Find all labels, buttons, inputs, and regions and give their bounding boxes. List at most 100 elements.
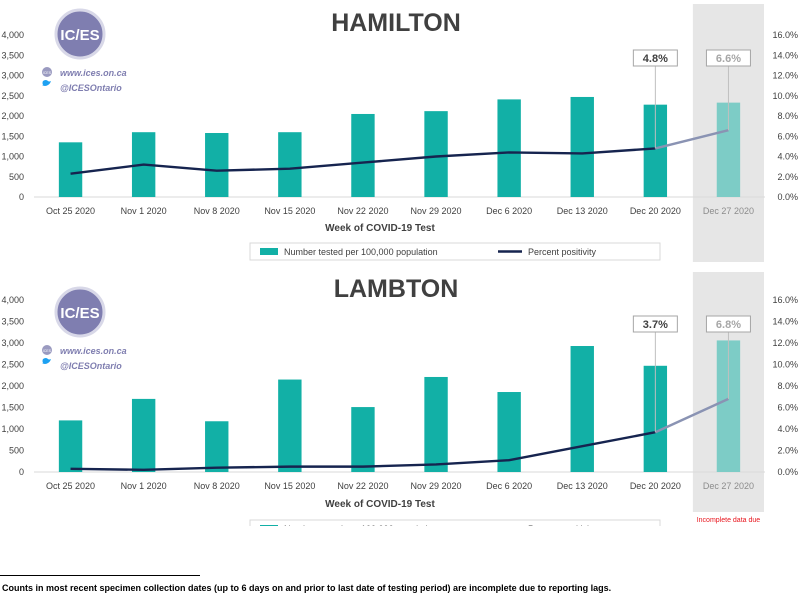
- callout-box: [632, 49, 678, 67]
- x-tick-label: Nov 15 2020: [264, 206, 315, 216]
- ices-badge-text: ICES: [43, 71, 52, 75]
- legend-swatch-bar: [260, 525, 278, 532]
- bar: [205, 421, 229, 472]
- website-link: www.ices.on.ca: [60, 346, 127, 356]
- y-right-tick-label: 12.0%: [772, 71, 798, 81]
- twitter-handle: @ICESOntario: [60, 361, 122, 371]
- x-tick-label: Oct 25 2020: [46, 481, 95, 491]
- y-left-tick-label: 1,000: [1, 152, 24, 162]
- bar: [351, 407, 375, 472]
- x-tick-label: Dec 27 2020: [703, 206, 754, 216]
- y-left-tick-label: 1,500: [1, 403, 24, 413]
- x-tick-label: Oct 25 2020: [46, 206, 95, 216]
- callout-label: 6.6%: [716, 53, 741, 65]
- y-left-tick-label: 500: [9, 446, 24, 456]
- website-link: www.ices.on.ca: [60, 68, 127, 78]
- ices-logo-icon: [54, 286, 106, 338]
- x-tick-label: Nov 22 2020: [337, 481, 388, 491]
- percent-positivity-line-incomplete: [654, 397, 729, 434]
- callout-label: 6.8%: [716, 319, 741, 331]
- callout-box: [705, 315, 751, 333]
- x-tick-label: Dec 6 2020: [486, 481, 532, 491]
- lambton-chart-panel: LAMBTON 0 500 1,000 1,500 2,000 2,500 3,000 3,50…: [0, 268, 800, 538]
- bar: [205, 133, 229, 197]
- bar: [351, 113, 375, 197]
- hamilton-chart-panel: HAMILTON 0 500 1,000 1,500 2,000 2,500 3,000 3,5…: [0, 0, 800, 266]
- bar: [643, 104, 668, 197]
- bar: [278, 132, 302, 197]
- callout-box: [705, 49, 751, 67]
- bar: [497, 392, 521, 472]
- x-tick-label: Dec 13 2020: [557, 481, 608, 491]
- y-left-tick-label: 0: [19, 192, 24, 202]
- y-right-tick-label: 8.0%: [777, 381, 798, 391]
- x-tick-label: Nov 15 2020: [264, 481, 315, 491]
- y-left-tick-label: 3,500: [1, 317, 24, 327]
- y-left-tick-label: 4,000: [1, 30, 24, 40]
- x-tick-label: Dec 27 2020: [703, 481, 754, 491]
- bar: [497, 99, 521, 197]
- y-right-tick-label: 6.0%: [777, 403, 798, 413]
- y-right-tick-label: 4.0%: [777, 424, 798, 434]
- y-right-tick-label: 16.0%: [772, 30, 798, 40]
- ices-logo-icon: [54, 8, 106, 60]
- x-tick-label: Nov 29 2020: [411, 481, 462, 491]
- bar: [716, 102, 741, 197]
- y-right-tick-label: 16.0%: [772, 295, 798, 305]
- x-tick-label: Dec 20 2020: [630, 481, 681, 491]
- y-right-tick-label: 14.0%: [772, 317, 798, 327]
- y-right-tick-label: 8.0%: [777, 111, 798, 121]
- legend-label-bar: Number tested per 100,000 population: [284, 524, 438, 526]
- y-right-tick-label: 12.0%: [772, 338, 798, 348]
- x-axis-title: Week of COVID-19 Test: [325, 499, 435, 510]
- y-right-tick-label: 14.0%: [772, 50, 798, 60]
- bar: [716, 340, 741, 472]
- y-right-tick-label: 2.0%: [777, 172, 798, 182]
- y-left-tick-label: 3,500: [1, 50, 24, 60]
- callout-box: [632, 315, 678, 333]
- x-tick-label: Dec 13 2020: [557, 206, 608, 216]
- ices-badge-icon: [42, 67, 52, 77]
- callout-label: 4.8%: [643, 53, 668, 65]
- ices-badge-icon: [42, 345, 52, 355]
- footnote-divider: [0, 575, 200, 576]
- y-left-tick-label: 1,000: [1, 424, 24, 434]
- legend-box: [249, 242, 661, 261]
- y-left-tick-label: 2,500: [1, 91, 24, 101]
- callout-label: 3.7%: [643, 319, 668, 331]
- x-tick-label: Nov 1 2020: [121, 206, 167, 216]
- x-axis-title: Week of COVID-19 Test: [325, 223, 435, 234]
- bar: [570, 346, 594, 472]
- x-tick-label: Nov 22 2020: [337, 206, 388, 216]
- legend-label-line: Percent positivity: [528, 524, 597, 526]
- y-left-tick-label: 4,000: [1, 295, 24, 305]
- y-left-tick-label: 2,000: [1, 111, 24, 121]
- y-left-tick-label: 0: [19, 467, 24, 477]
- y-left-tick-label: 2,500: [1, 360, 24, 370]
- legend-label-bar: Number tested per 100,000 population: [284, 247, 438, 257]
- y-left-tick-label: 500: [9, 172, 24, 182]
- x-tick-label: Nov 1 2020: [121, 481, 167, 491]
- legend-label-line: Percent positivity: [528, 247, 597, 257]
- footnote: Counts in most recent specimen collectio…: [2, 583, 612, 593]
- y-left-tick-label: 2,000: [1, 381, 24, 391]
- y-left-tick-label: 3,000: [1, 338, 24, 348]
- legend-swatch-bar: [260, 248, 278, 255]
- hamilton-chart: HAMILTON 0 500 1,000 1,500 2,000 2,500 3,000 3,5…: [1, 4, 798, 266]
- percent-positivity-line: [70, 147, 656, 175]
- y-right-tick-label: 4.0%: [777, 152, 798, 162]
- chart-title: LAMBTON: [334, 275, 459, 303]
- bar: [58, 420, 83, 472]
- ices-logo-text: IC/ES: [60, 27, 99, 44]
- bar: [278, 379, 302, 472]
- x-tick-label: Dec 20 2020: [630, 206, 681, 216]
- y-left-tick-label: 3,000: [1, 71, 24, 81]
- incomplete-note-line1: Incomplete data due: [697, 517, 761, 524]
- chart-title: HAMILTON: [331, 9, 461, 37]
- y-right-tick-label: 0.0%: [777, 467, 798, 477]
- x-tick-label: Nov 29 2020: [411, 206, 462, 216]
- lambton-chart: LAMBTON 0 500 1,000 1,500 2,000 2,500 3,000 3,50…: [1, 272, 798, 538]
- percent-positivity-line-incomplete: [655, 129, 729, 150]
- twitter-icon: [42, 80, 51, 86]
- ices-logo-text: IC/ES: [60, 305, 99, 322]
